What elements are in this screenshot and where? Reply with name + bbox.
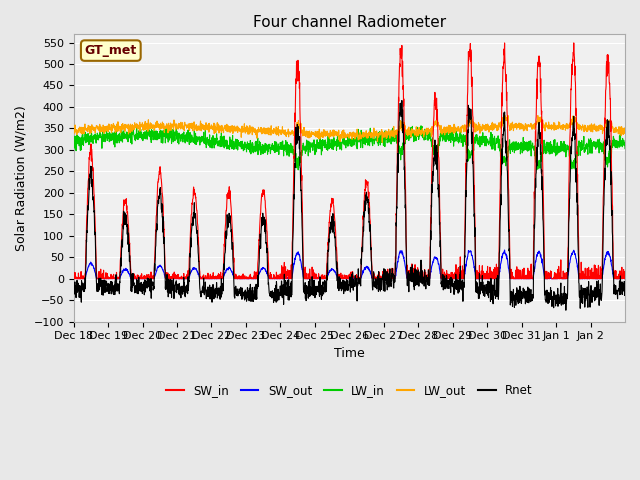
X-axis label: Time: Time [334, 347, 365, 360]
Title: Four channel Radiometer: Four channel Radiometer [253, 15, 446, 30]
Y-axis label: Solar Radiation (W/m2): Solar Radiation (W/m2) [15, 105, 28, 251]
Text: GT_met: GT_met [84, 44, 137, 57]
Legend: SW_in, SW_out, LW_in, LW_out, Rnet: SW_in, SW_out, LW_in, LW_out, Rnet [161, 380, 538, 402]
